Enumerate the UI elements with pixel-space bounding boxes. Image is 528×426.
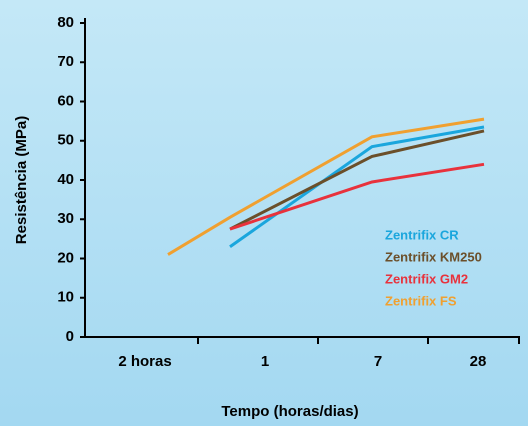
series-line <box>167 117 485 256</box>
x-tick-label: 7 <box>374 353 382 370</box>
y-tick-label: 80 <box>57 14 74 31</box>
x-ticks <box>197 337 520 344</box>
y-tick-label: 0 <box>66 328 74 345</box>
legend-entry: Zentrifix KM250 <box>385 249 482 264</box>
y-tick-label: 10 <box>57 289 74 306</box>
series-line <box>229 129 485 231</box>
legend-entry: Zentrifix FS <box>385 293 457 308</box>
y-tick-label: 70 <box>57 53 74 70</box>
y-axis-label: Resistência (MPa) <box>13 116 30 244</box>
x-axis-label: Tempo (horas/dias) <box>221 403 358 420</box>
y-tick-label: 60 <box>57 92 74 109</box>
y-tick-label: 40 <box>57 171 74 188</box>
y-tick-label: 20 <box>57 249 74 266</box>
series-line <box>229 162 485 231</box>
x-tick-label: 28 <box>470 353 487 370</box>
y-tick-label: 50 <box>57 132 74 149</box>
legend-entry: Zentrifix CR <box>385 227 459 242</box>
y-tick-label: 30 <box>57 210 74 227</box>
x-tick-label: 2 horas <box>118 353 171 370</box>
legend-entry: Zentrifix GM2 <box>385 271 468 286</box>
x-tick-label: 1 <box>261 353 269 370</box>
